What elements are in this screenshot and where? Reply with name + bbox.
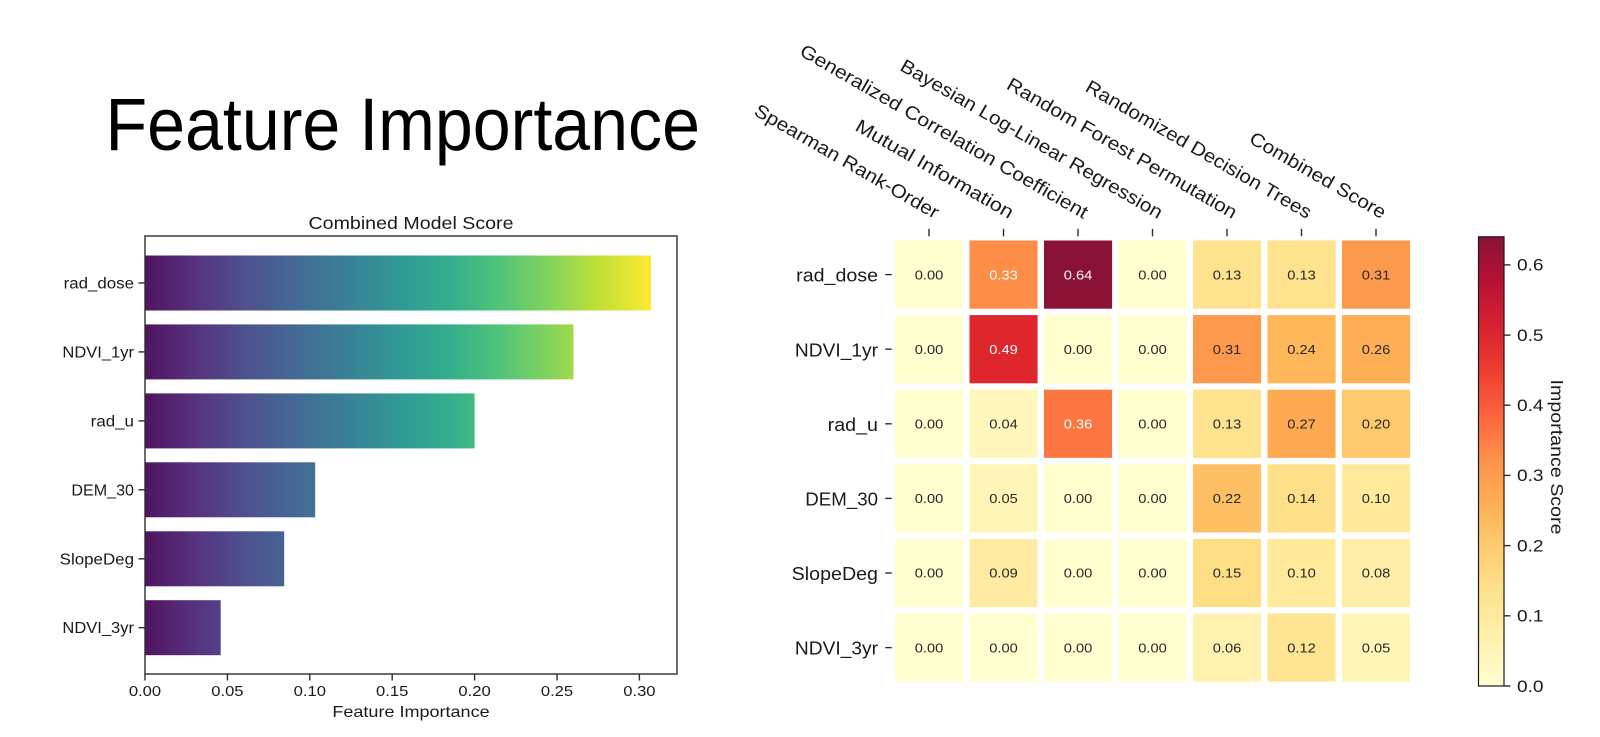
svg-text:0.31: 0.31 [1213,342,1242,357]
svg-text:0.06: 0.06 [1213,640,1242,655]
svg-text:0.64: 0.64 [1064,267,1093,282]
svg-text:0.00: 0.00 [1138,342,1167,357]
svg-text:DEM_30: DEM_30 [805,490,878,511]
svg-text:0.2: 0.2 [1517,537,1544,555]
svg-text:0.15: 0.15 [1213,566,1242,581]
svg-text:0.0: 0.0 [1517,678,1544,696]
svg-text:0.05: 0.05 [211,684,243,700]
svg-text:NDVI_3yr: NDVI_3yr [62,620,134,637]
svg-text:0.00: 0.00 [1064,566,1093,581]
svg-text:0.00: 0.00 [1138,566,1167,581]
svg-text:rad_u: rad_u [91,413,134,430]
svg-text:0.20: 0.20 [1362,417,1391,432]
svg-text:0.14: 0.14 [1287,491,1316,506]
svg-text:0.36: 0.36 [1064,417,1093,432]
svg-text:0.00: 0.00 [989,640,1018,655]
svg-text:0.33: 0.33 [989,267,1018,282]
svg-text:0.25: 0.25 [541,684,573,700]
svg-text:0.00: 0.00 [129,684,161,700]
svg-text:DEM_30: DEM_30 [71,482,134,499]
svg-text:0.1: 0.1 [1517,608,1544,626]
svg-text:rad_dose: rad_dose [64,276,134,293]
svg-text:rad_u: rad_u [828,415,878,436]
svg-text:Combined Score: Combined Score [1246,127,1390,222]
svg-text:0.00: 0.00 [915,566,944,581]
svg-text:Feature Importance: Feature Importance [332,704,489,721]
svg-text:0.00: 0.00 [915,640,944,655]
svg-text:SlopeDeg: SlopeDeg [792,564,878,584]
svg-text:0.49: 0.49 [989,342,1018,357]
svg-text:Feature Importance: Feature Importance [106,83,701,166]
svg-text:Generalized Correlation Coeffi: Generalized Correlation Coefficient [796,40,1092,223]
svg-text:0.4: 0.4 [1517,397,1544,415]
svg-text:0.10: 0.10 [294,684,326,700]
svg-text:NDVI_3yr: NDVI_3yr [795,639,878,660]
svg-text:Importance Score: Importance Score [1547,380,1567,535]
svg-text:0.09: 0.09 [989,566,1018,581]
svg-text:0.13: 0.13 [1213,417,1242,432]
svg-text:SlopeDeg: SlopeDeg [60,551,134,568]
svg-text:0.22: 0.22 [1213,491,1242,506]
svg-text:0.00: 0.00 [1064,342,1093,357]
svg-text:0.00: 0.00 [915,342,944,357]
svg-text:0.27: 0.27 [1287,417,1316,432]
svg-text:0.3: 0.3 [1517,467,1544,485]
svg-text:0.05: 0.05 [989,491,1018,506]
svg-text:0.00: 0.00 [1138,267,1167,282]
svg-text:NDVI_1yr: NDVI_1yr [795,340,878,361]
svg-text:0.00: 0.00 [1138,640,1167,655]
svg-text:0.00: 0.00 [915,267,944,282]
svg-text:0.00: 0.00 [915,417,944,432]
svg-text:0.00: 0.00 [1138,491,1167,506]
svg-text:0.04: 0.04 [989,417,1018,432]
svg-text:Combined Model Score: Combined Model Score [309,213,514,233]
svg-text:0.00: 0.00 [1064,640,1093,655]
svg-text:0.31: 0.31 [1362,267,1391,282]
svg-text:0.15: 0.15 [376,684,408,700]
svg-text:0.30: 0.30 [623,684,655,700]
svg-text:0.5: 0.5 [1517,327,1544,345]
svg-text:NDVI_1yr: NDVI_1yr [62,344,134,361]
svg-text:0.13: 0.13 [1287,267,1316,282]
svg-text:0.24: 0.24 [1287,342,1316,357]
svg-text:0.10: 0.10 [1287,566,1316,581]
svg-text:0.08: 0.08 [1362,566,1391,581]
svg-text:0.05: 0.05 [1362,640,1391,655]
svg-text:0.26: 0.26 [1362,342,1391,357]
svg-text:0.00: 0.00 [915,491,944,506]
svg-text:rad_dose: rad_dose [796,266,878,287]
svg-text:0.12: 0.12 [1287,640,1316,655]
svg-text:0.00: 0.00 [1064,491,1093,506]
svg-text:0.6: 0.6 [1517,257,1544,275]
svg-text:0.13: 0.13 [1213,267,1242,282]
svg-text:0.20: 0.20 [458,684,490,700]
svg-text:0.10: 0.10 [1362,491,1391,506]
svg-text:0.00: 0.00 [1138,417,1167,432]
